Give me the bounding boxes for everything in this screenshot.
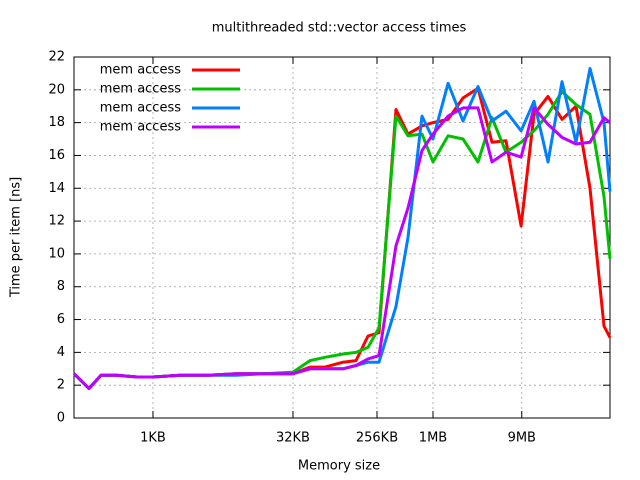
y-tick-label: 20 — [48, 82, 65, 97]
y-tick-label: 18 — [48, 115, 65, 130]
x-tick-label: 1MB — [419, 431, 447, 446]
y-axis-label: Time per item [ns] — [9, 177, 24, 298]
y-tick-label: 4 — [57, 345, 65, 360]
x-tick-label: 1KB — [140, 431, 166, 446]
series-line — [72, 67, 612, 390]
y-tick-label: 0 — [57, 411, 65, 426]
y-tick-label: 10 — [48, 246, 65, 261]
x-tick-label: 256KB — [356, 431, 398, 446]
y-tick-label: 2 — [57, 378, 65, 393]
x-tick-label: 32KB — [276, 431, 310, 446]
y-tick-label: 6 — [57, 312, 65, 327]
legend-label: mem access — [100, 82, 181, 97]
y-tick-label: 16 — [48, 148, 65, 163]
legend-label: mem access — [100, 120, 181, 135]
plot-frame — [73, 56, 611, 419]
y-tick-label: 12 — [48, 214, 65, 229]
chart-title: multithreaded std::vector access times — [212, 21, 467, 36]
y-tick-label: 22 — [48, 50, 65, 65]
y-tick-label: 8 — [57, 279, 65, 294]
y-tick-label: 14 — [48, 181, 65, 196]
series-line — [72, 106, 611, 390]
series-line — [72, 90, 612, 390]
legend-label: mem access — [100, 63, 181, 78]
x-tick-label: 9MB — [508, 431, 536, 446]
x-axis-label: Memory size — [298, 459, 380, 474]
legend-label: mem access — [100, 101, 181, 116]
